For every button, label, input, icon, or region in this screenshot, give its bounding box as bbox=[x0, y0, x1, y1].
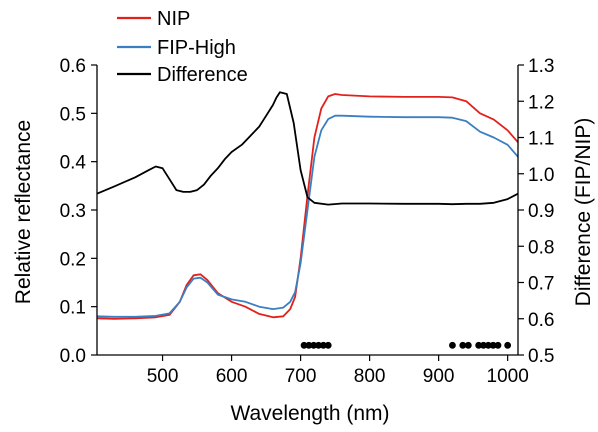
y2-tick-label: 0.9 bbox=[528, 201, 554, 222]
y2-tick-label: 0.8 bbox=[528, 237, 554, 258]
significance-dot bbox=[464, 341, 472, 349]
x-tick-label: 800 bbox=[354, 366, 386, 387]
significance-dot bbox=[305, 341, 313, 349]
x-tick-label: 600 bbox=[216, 366, 248, 387]
plot-area bbox=[96, 91, 519, 349]
significance-dot bbox=[319, 341, 327, 349]
significance-dot bbox=[475, 341, 483, 349]
y-tick-label: 0.5 bbox=[60, 104, 86, 125]
significance-dot bbox=[494, 341, 502, 349]
y2-tick-label: 1.0 bbox=[528, 165, 554, 186]
y-axis-title: Relative reflectance bbox=[12, 120, 35, 304]
y2-tick-label: 0.5 bbox=[528, 346, 554, 367]
legend-label: NIP bbox=[157, 8, 190, 30]
difference-line bbox=[96, 91, 519, 206]
y2-tick-label: 1.3 bbox=[528, 56, 554, 77]
significance-dot bbox=[459, 341, 467, 349]
significance-dot bbox=[324, 341, 332, 349]
y2-tick-label: 0.6 bbox=[528, 310, 554, 331]
significance-dot bbox=[310, 341, 318, 349]
significance-dot bbox=[300, 341, 308, 349]
x-tick-label: 700 bbox=[285, 366, 317, 387]
fip-high-line bbox=[96, 114, 519, 318]
x-tick-label: 900 bbox=[423, 366, 455, 387]
y-tick-label: 0.1 bbox=[60, 298, 86, 319]
y-tick-label: 0.4 bbox=[60, 153, 87, 174]
legend-label: Difference bbox=[157, 64, 248, 86]
legend-label: FIP-High bbox=[157, 37, 236, 59]
significance-dot bbox=[449, 341, 456, 349]
y-tick-label: 0.2 bbox=[60, 249, 86, 270]
significance-dot bbox=[489, 341, 497, 349]
x-tick-label: 1000 bbox=[487, 366, 529, 387]
y2-tick-label: 1.1 bbox=[528, 129, 554, 150]
significance-dot bbox=[480, 341, 487, 349]
axes: 500 600 700 800 900 1000 0.00.10.20.30.40.50.… bbox=[60, 56, 555, 387]
significance-markers bbox=[300, 341, 512, 349]
x-tick-label: 500 bbox=[147, 366, 179, 387]
significance-dot bbox=[484, 341, 492, 349]
y2-axis-title: Difference (FIP/NIP) bbox=[572, 118, 595, 307]
y-tick-label: 0.6 bbox=[60, 56, 86, 77]
y2-tick-label: 1.2 bbox=[528, 92, 554, 113]
significance-dot bbox=[504, 341, 512, 349]
legend: NIP FIP-High Difference bbox=[117, 8, 248, 86]
y-tick-label: 0.0 bbox=[60, 346, 86, 367]
x-ticks: 500 600 700 800 900 1000 bbox=[147, 355, 529, 387]
x-axis-title: Wavelength (nm) bbox=[230, 402, 389, 425]
y2-tick-label: 0.7 bbox=[528, 274, 554, 295]
y-ticks: 0.0 0.1 0.2 0.3 0.4 0.5 0.6 bbox=[60, 56, 97, 367]
y2-ticks: 0.5 0.6 0.7 0.8 0.9 1.0 1.1 1.2 1.3 bbox=[518, 56, 554, 367]
significance-dot bbox=[315, 341, 322, 349]
y-tick-label: 0.3 bbox=[60, 201, 86, 222]
series-layer bbox=[96, 91, 519, 320]
